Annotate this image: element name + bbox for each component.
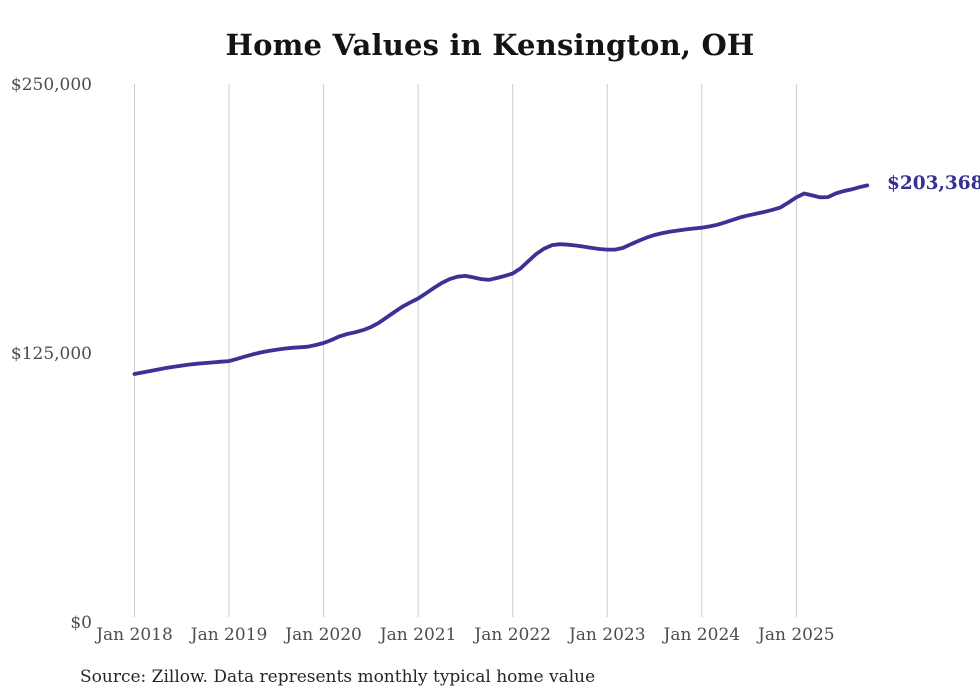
x-axis-tick-jan-2024: Jan 2024 — [663, 625, 741, 645]
y-axis-tick-250000: $250,000 — [10, 75, 92, 95]
y-axis-tick-0: $0 — [70, 613, 92, 633]
x-axis-tick-jan-2020: Jan 2020 — [285, 625, 362, 645]
x-axis-tick-jan-2022: Jan 2022 — [474, 625, 551, 645]
source-note: Source: Zillow. Data represents monthly … — [80, 667, 596, 687]
x-axis-tick-jan-2019: Jan 2019 — [190, 625, 268, 645]
x-axis-tick-jan-2023: Jan 2023 — [568, 625, 646, 645]
latest-value-label: $203,368 — [887, 173, 980, 194]
home-value-line-series — [132, 183, 870, 376]
y-axis-tick-125000: $125,000 — [10, 344, 92, 364]
chart-title: Home Values in Kensington, OH — [225, 28, 755, 62]
x-axis-tick-jan-2025: Jan 2025 — [758, 625, 835, 645]
x-axis-tick-jan-2021: Jan 2021 — [379, 625, 457, 645]
x-axis-tick-jan-2018: Jan 2018 — [96, 625, 173, 645]
